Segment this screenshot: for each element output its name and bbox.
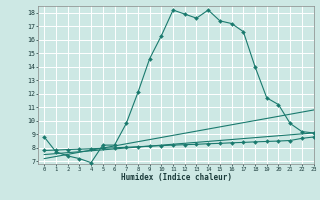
X-axis label: Humidex (Indice chaleur): Humidex (Indice chaleur) [121,173,231,182]
